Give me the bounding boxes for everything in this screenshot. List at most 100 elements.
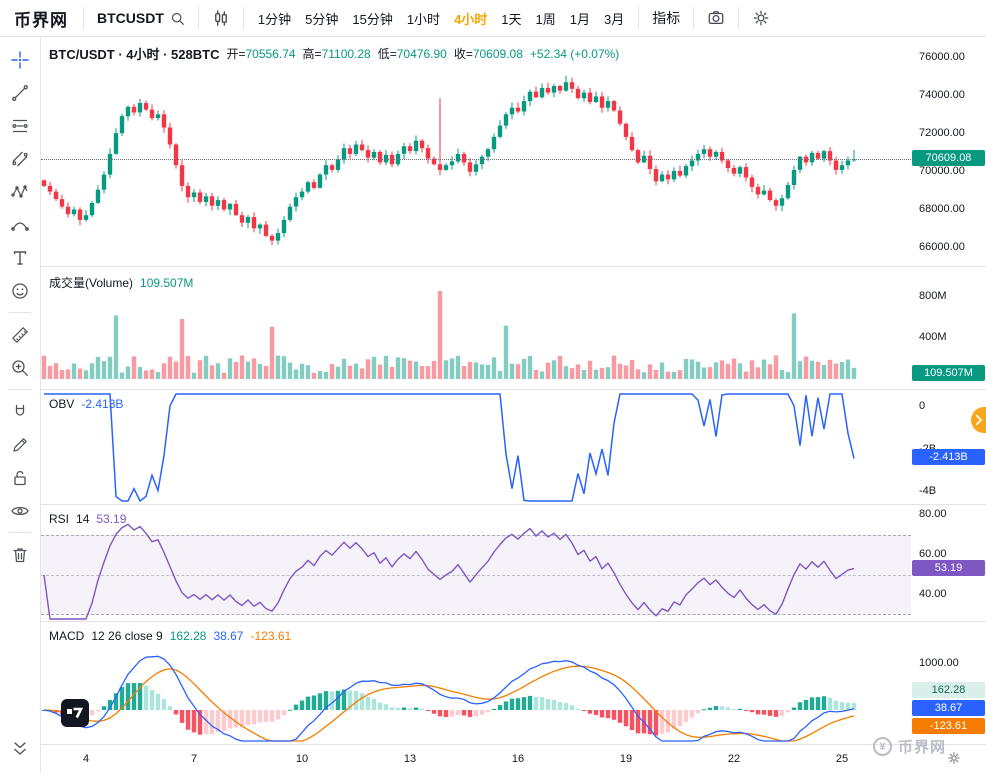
measure-tool-button[interactable] — [3, 318, 37, 351]
timeframe-1mo[interactable]: 1月 — [563, 5, 597, 32]
edit-tool-button[interactable] — [3, 428, 37, 461]
price-change: +52.34 (+0.07%) — [529, 46, 620, 61]
camera-icon — [708, 11, 724, 25]
emoji-tool-button[interactable] — [3, 274, 37, 307]
watermark-coin-icon: ¥ — [873, 737, 892, 756]
obv-axis[interactable]: 0 -2B -4B -2.413B — [911, 390, 986, 504]
rsi-title: RSI — [49, 512, 70, 526]
ohlc-high: 高=71100.28 — [302, 47, 371, 61]
price-panel: BTC/USDT · 4小时 · 528BTC 开=70556.74 高=711… — [41, 37, 986, 267]
timeframe-1h[interactable]: 1小时 — [400, 5, 447, 32]
fib-tool-button[interactable] — [3, 109, 37, 142]
watermark: ¥ 币界网 — [873, 736, 946, 757]
zoom-tool-button[interactable] — [3, 351, 37, 384]
trendline-tool-button[interactable] — [3, 76, 37, 109]
time-label: 22 — [727, 753, 741, 765]
timeframe-3mo[interactable]: 3月 — [597, 5, 631, 32]
lock-tool-button[interactable] — [3, 461, 37, 494]
macd-axis[interactable]: 1000.00 162.28 38.67 -123.61 — [911, 622, 986, 744]
time-label: 7 — [190, 753, 198, 765]
macd-hist-value: 162.28 — [169, 629, 207, 643]
arc-icon — [11, 221, 29, 231]
price-axis[interactable]: 76000.00 74000.00 72000.00 70000.00 6800… — [911, 37, 986, 266]
expand-panel-button[interactable] — [971, 407, 986, 433]
ohlc-close: 收=70609.08 — [453, 47, 523, 61]
magnet-tool-button[interactable] — [3, 395, 37, 428]
rsi-chart[interactable] — [41, 505, 911, 621]
indicators-button[interactable]: 指标 — [646, 4, 686, 32]
macd-panel: MACD 12 26 close 9 162.28 38.67 -123.61 … — [41, 622, 986, 745]
current-price-line — [41, 159, 911, 160]
macd-line-badge: 38.67 — [912, 700, 985, 716]
volume-panel: 成交量(Volume) 109.507M 800M 400M 109.507M — [41, 267, 986, 390]
price-chart[interactable] — [41, 37, 911, 266]
crosshair-icon — [11, 50, 29, 69]
macd-line-value: 38.67 — [213, 629, 244, 643]
obv-panel-header: OBV -2.413B — [49, 397, 123, 411]
eye-icon — [11, 506, 29, 515]
drawing-toolbar — [0, 37, 41, 773]
volume-panel-header: 成交量(Volume) 109.507M — [49, 274, 193, 291]
ruler-icon — [12, 326, 28, 343]
screenshot-button[interactable] — [701, 5, 731, 31]
divider — [242, 7, 244, 29]
curve-tool-button[interactable] — [3, 208, 37, 241]
time-label: 16 — [511, 753, 525, 765]
chart-style-button[interactable] — [206, 5, 236, 31]
price-tick: 68000.00 — [919, 203, 965, 215]
macd-params: 12 26 close 9 — [91, 629, 163, 643]
settings-button[interactable] — [746, 5, 776, 31]
text-tool-button[interactable] — [3, 241, 37, 274]
time-label: 10 — [295, 753, 309, 765]
divider — [83, 7, 84, 29]
timeframe-4h[interactable]: 4小时 — [447, 5, 494, 32]
double-chevron-down-icon — [14, 741, 26, 755]
timeframe-1d[interactable]: 1天 — [494, 5, 528, 32]
rsi-panel-header: RSI 14 53.19 — [49, 512, 126, 526]
visibility-tool-button[interactable] — [3, 494, 37, 527]
divider — [738, 7, 740, 29]
rsi-tick: 80.00 — [919, 508, 947, 520]
time-label: 13 — [403, 753, 417, 765]
timeframe-1w[interactable]: 1周 — [529, 5, 563, 32]
tradingview-logo[interactable] — [61, 699, 89, 730]
remove-drawings-button[interactable] — [3, 538, 37, 571]
obv-chart[interactable] — [41, 390, 911, 504]
rsi-axis[interactable]: 80.00 60.00 40.00 53.19 — [911, 505, 986, 621]
volume-value: 109.507M — [140, 275, 194, 290]
price-tick: 74000.00 — [919, 89, 965, 101]
axis-settings-button[interactable] — [947, 751, 961, 768]
cursor-tool-button[interactable] — [3, 43, 37, 76]
volume-axis[interactable]: 800M 400M 109.507M — [911, 267, 986, 389]
timeframe-5min[interactable]: 5分钟 — [298, 5, 345, 32]
macd-tick: 1000.00 — [919, 657, 959, 669]
volume-chart[interactable] — [41, 267, 911, 389]
obv-tick: 0 — [919, 400, 926, 412]
pattern-tool-button[interactable] — [3, 175, 37, 208]
gear-icon — [948, 752, 960, 764]
symbol-button[interactable]: BTCUSDT — [91, 6, 191, 30]
timeframe-1min[interactable]: 1分钟 — [251, 5, 298, 32]
ohlc-low: 低=70476.90 — [377, 47, 447, 61]
rsi-tick: 40.00 — [919, 588, 947, 600]
obv-tick: -4B — [919, 485, 937, 497]
divider — [638, 7, 640, 29]
magnet-icon — [15, 404, 25, 416]
trend-line-icon — [12, 84, 28, 101]
time-axis[interactable]: 4 7 10 13 16 19 22 25 — [41, 745, 986, 773]
volume-title: 成交量(Volume) — [49, 276, 134, 290]
rsi-value: 53.19 — [96, 512, 127, 526]
chevron-right-icon — [975, 414, 982, 426]
timeframe-15min[interactable]: 15分钟 — [345, 5, 399, 32]
channel-tool-button[interactable] — [3, 142, 37, 175]
trash-icon — [13, 547, 27, 562]
lock-icon — [14, 470, 26, 485]
macd-title: MACD — [49, 629, 85, 643]
candlestick-icon — [215, 10, 227, 26]
more-tools-button[interactable] — [3, 732, 37, 765]
xabcd-pattern-icon — [11, 184, 28, 198]
timeframe-group: 1分钟 5分钟 15分钟 1小时 4小时 1天 1周 1月 3月 — [251, 5, 631, 32]
obv-title: OBV — [49, 397, 75, 411]
time-label: 19 — [619, 753, 633, 765]
zoom-in-icon — [12, 359, 28, 376]
